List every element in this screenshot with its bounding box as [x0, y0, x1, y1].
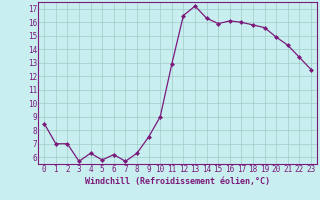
X-axis label: Windchill (Refroidissement éolien,°C): Windchill (Refroidissement éolien,°C)	[85, 177, 270, 186]
